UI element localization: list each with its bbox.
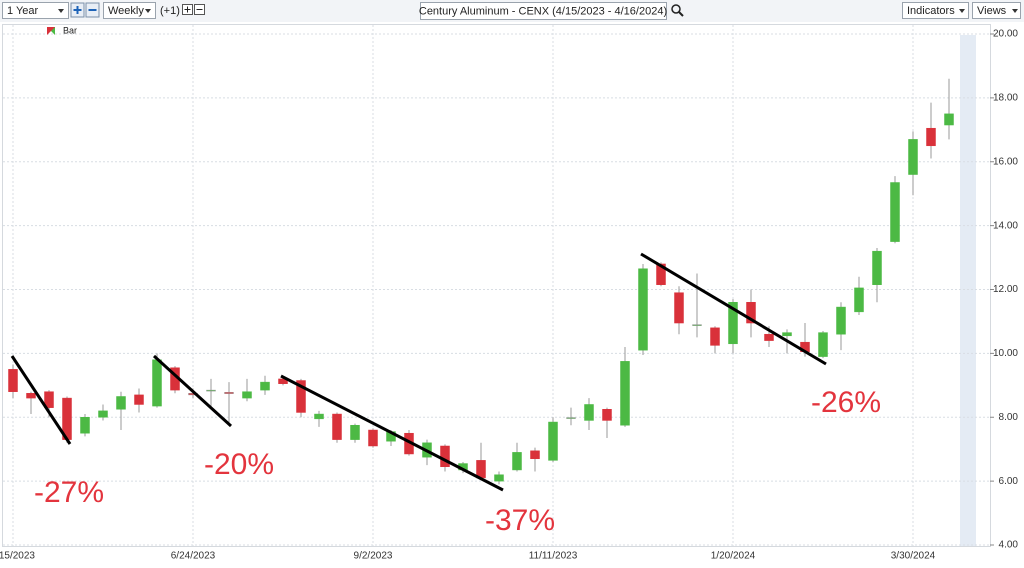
interval-select[interactable] [103,2,156,19]
candle-body [764,333,774,341]
y-tick-label: 14.00 [993,220,1018,231]
candle-body [674,292,684,324]
candle-body [8,369,18,392]
candle-body [332,413,342,440]
candle-body [746,302,756,324]
candle-body [818,332,828,357]
dropdown-arrow [959,9,965,13]
title-box[interactable] [420,2,667,20]
candle-body [116,396,126,410]
interval-text: Weekly [108,5,144,17]
trend-line [280,374,504,492]
candle-body [368,429,378,447]
candle-body [728,302,738,345]
dropdown-arrow [58,9,64,13]
candle-body [350,424,360,440]
candle-body [548,421,558,461]
candle-body [890,182,900,242]
offset-text: (+1) [160,5,180,17]
annotation: -27% [34,476,104,509]
x-tick-label: 11/11/2023 [529,551,578,562]
candle-body [152,359,162,407]
views-text: Views [977,5,1007,17]
candle-body [440,445,450,468]
candle-body [944,113,954,126]
candle-body [242,391,252,399]
candle-body [134,394,144,405]
candles [8,78,954,485]
chart-title: Century Aluminum - CENX (4/15/2023 - 4/1… [419,5,667,17]
candle-body [278,378,288,384]
candle-body [260,381,270,391]
y-tick-label: 18.00 [993,93,1018,104]
candle-body [602,409,612,421]
candle-body [620,361,630,426]
y-tick-label: 6.00 [999,476,1019,487]
candle-body [98,410,108,418]
y-tick-label: 10.00 [993,348,1018,359]
candle-body [692,324,702,326]
legend-icon-down [47,27,55,35]
views-button[interactable] [972,2,1021,19]
x-tick-label: 15/2023 [0,551,35,562]
dropdown-arrow [145,9,151,13]
annotation: -37% [485,504,555,537]
plus-icon [73,6,82,14]
candle-body [296,380,306,413]
y-tick-label: 8.00 [999,412,1019,423]
trend-line [152,354,233,428]
grid [3,25,994,546]
candle-body [314,413,324,420]
trend-line [640,252,827,366]
candle-body [566,417,576,419]
range-select[interactable] [2,2,69,19]
y-tick-label: 16.00 [993,156,1018,167]
candle-body [710,327,720,346]
x-tick-label: 3/30/2024 [891,551,936,562]
indicators-button[interactable] [902,2,969,19]
x-tick-label: 1/20/2024 [711,551,756,562]
annotation: -20% [204,448,274,481]
candle-body [44,391,54,408]
candle-body [836,306,846,335]
annotation: -26% [811,386,881,419]
candle-body [908,139,918,175]
candle-body [224,392,234,394]
y-tick-label: 20.00 [993,29,1018,40]
candle-body [512,452,522,471]
candle-body [854,287,864,313]
x-tick-label: 6/24/2023 [171,551,216,562]
candle-body [476,460,486,479]
candle-body [80,417,90,434]
candle-body [530,450,540,460]
candle-body [638,268,648,351]
candle-body [926,127,936,147]
candle-body [26,393,36,399]
candle-body [494,474,504,482]
y-tick-label: 4.00 [999,540,1019,551]
candle-body [782,332,792,337]
y-tick-label: 12.00 [993,284,1018,295]
future-band [960,35,976,546]
candle-body [656,263,666,285]
x-tick-label: 9/2/2023 [354,551,393,562]
trend-line [10,355,72,445]
search-handle [678,11,684,17]
legend-label: Bar [63,25,77,35]
plus-icon [184,6,191,13]
candle-body [584,404,594,421]
candle-body [872,250,882,285]
indicators-text: Indicators [907,5,955,17]
candle-body [206,389,216,392]
plot-area [2,24,991,547]
dropdown-arrow [1012,9,1018,13]
search-icon[interactable] [671,4,681,14]
range-text: 1 Year [7,5,39,17]
